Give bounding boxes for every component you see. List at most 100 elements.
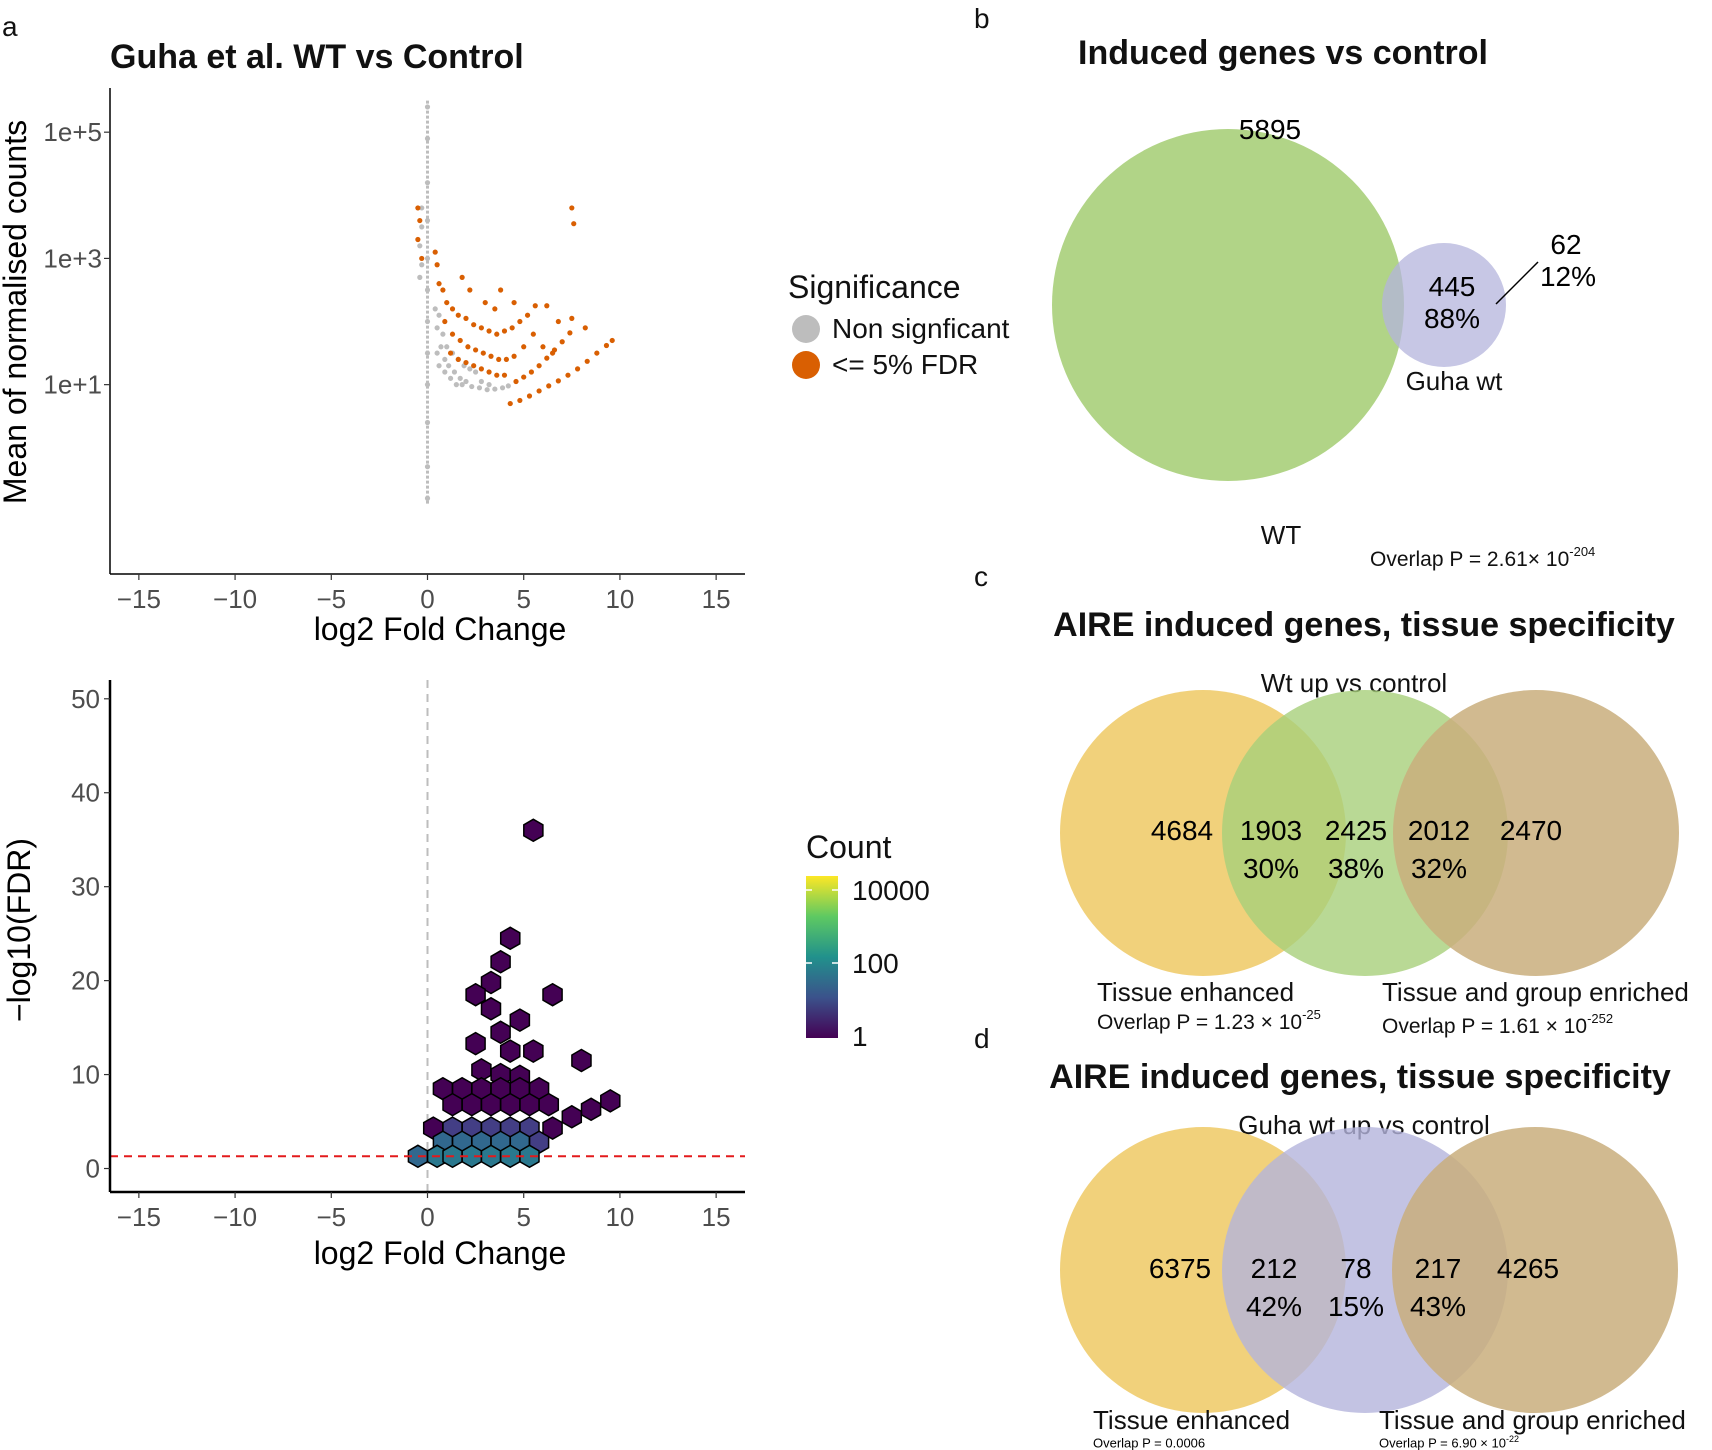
volcano-hex	[580, 1097, 602, 1122]
ma-point-fdr	[455, 356, 461, 363]
legend-label-non-significant: Non signficant	[832, 313, 1010, 344]
ma-point-fdr	[528, 369, 535, 375]
ma-point-fdr	[457, 337, 463, 344]
venn-b-wt-only: 5895	[1239, 114, 1301, 145]
ma-point-nonsig	[484, 387, 490, 393]
ma-point-nonsig	[505, 383, 511, 389]
venn-c: AIRE induced genes, tissue specificity W…	[1053, 606, 1689, 1038]
ma-point-fdr	[536, 363, 542, 369]
count-legend: Count 10000 100 1	[806, 829, 930, 1052]
ma-point-fdr	[471, 363, 477, 369]
volcano-hex	[499, 1039, 521, 1063]
ma-point-fdr	[482, 299, 488, 306]
ma-point-fdr	[467, 287, 473, 293]
ma-point-fdr	[526, 393, 533, 399]
ma-point-nonsig	[478, 378, 484, 385]
ma-point-fdr	[540, 344, 546, 350]
ma-point-fdr	[559, 339, 565, 345]
ma-point-nonsig	[424, 104, 431, 110]
count-legend-title: Count	[806, 829, 892, 865]
ma-point-nonsig	[424, 318, 431, 325]
ma-point-nonsig	[453, 382, 459, 388]
venn-d-right-overlap-pct: 43%	[1410, 1291, 1466, 1322]
ma-point-fdr	[582, 325, 588, 331]
venn-b-p-value: Overlap P = 2.61× 10-204	[1370, 544, 1595, 571]
ma-point-fdr	[546, 383, 552, 389]
ma-y-ticks: 1e+1 1e+3 1e+5	[43, 117, 110, 400]
volcano-hex	[509, 1008, 531, 1032]
venn-b-pointer-line	[1495, 261, 1539, 305]
ma-point-fdr	[436, 281, 442, 287]
ma-point-fdr	[498, 287, 504, 293]
volcano-hex	[519, 1144, 540, 1169]
panel-label-c: c	[974, 561, 988, 592]
ma-point-fdr	[471, 322, 477, 328]
ma-point-fdr	[509, 325, 515, 331]
volcano-hex	[465, 1031, 486, 1056]
volcano-hex	[499, 1092, 521, 1117]
ma-point-fdr	[511, 353, 517, 359]
volcano-hex	[538, 1092, 560, 1117]
panel-label-d: d	[974, 1023, 990, 1054]
ma-point-fdr	[511, 299, 517, 306]
volcano-x-tick-label: 10	[605, 1202, 634, 1232]
volcano-x-tick-label: 0	[420, 1202, 434, 1232]
ma-point-nonsig	[434, 350, 440, 356]
venn-b-guha-circle	[1382, 243, 1506, 367]
venn-d-right-p-exp: -22	[1505, 1434, 1519, 1444]
venn-d: AIRE induced genes, tissue specificity G…	[1049, 1058, 1686, 1435]
ma-point-nonsig	[424, 135, 431, 142]
venn-c-right-p-base: Overlap P = 1.61 × 10	[1382, 1015, 1587, 1038]
ma-point-nonsig	[473, 369, 479, 375]
venn-b-overlap-count: 445	[1429, 271, 1476, 302]
ma-point-fdr	[565, 372, 571, 378]
venn-d-left-overlap-pct: 42%	[1246, 1291, 1302, 1322]
volcano-hex	[465, 982, 486, 1007]
ma-point-fdr	[517, 318, 523, 325]
venn-c-right-only: 2470	[1500, 815, 1562, 846]
ma-point-nonsig	[459, 382, 465, 388]
ma-y-tick-label: 1e+1	[43, 370, 102, 400]
venn-c-left-p-exp: -25	[1302, 1007, 1321, 1022]
ma-point-nonsig	[424, 464, 431, 470]
ma-point-fdr	[442, 318, 448, 325]
volcano-x-axis-title: log2 Fold Change	[314, 1235, 567, 1271]
venn-b-wt-circle	[1052, 129, 1404, 481]
ma-point-fdr	[517, 397, 523, 404]
ma-point-fdr	[513, 378, 519, 385]
volcano-hex	[523, 1039, 544, 1063]
ma-x-tick-label: −15	[117, 584, 161, 614]
venn-b-wt-label: WT	[1261, 520, 1302, 550]
venn-c-title: AIRE induced genes, tissue specificity	[1053, 606, 1675, 644]
ma-y-tick-label: 1e+5	[43, 117, 102, 147]
legend-key-fdr	[792, 351, 820, 379]
volcano-x-tick-label: −15	[117, 1202, 161, 1232]
ma-point-fdr	[530, 331, 536, 337]
ma-point-nonsig	[419, 205, 425, 211]
venn-d-left-label: Tissue enhanced	[1093, 1405, 1290, 1435]
ma-x-axis-title: log2 Fold Change	[314, 611, 567, 647]
ma-point-fdr	[486, 328, 492, 334]
venn-b-p-base: Overlap P = 2.61× 10	[1370, 548, 1569, 571]
ma-point-nonsig	[424, 180, 431, 186]
ma-point-fdr	[584, 358, 590, 364]
ma-point-nonsig	[424, 495, 431, 501]
volcano-x-tick-label: 15	[702, 1202, 731, 1232]
ma-point-fdr	[567, 330, 573, 336]
venn-c-left-overlap-pct: 30%	[1243, 853, 1299, 884]
ma-point-fdr	[569, 205, 575, 211]
volcano-hex	[523, 818, 544, 843]
ma-point-nonsig	[424, 255, 431, 262]
volcano-x-tick-label: 5	[516, 1202, 530, 1232]
volcano-y-tick-label: 20	[71, 966, 100, 996]
venn-d-right-p-base: Overlap P = 6.90 × 10	[1379, 1435, 1506, 1450]
venn-d-left-p-value: Overlap P = 0.0006	[1093, 1432, 1205, 1450]
volcano-y-axis-title: −log10(FDR)	[1, 838, 37, 1022]
venn-b-overlap-pct: 88%	[1424, 303, 1480, 334]
ma-point-nonsig	[469, 383, 475, 390]
ma-point-fdr	[432, 249, 438, 255]
volcano-hex	[461, 1092, 483, 1117]
count-label-10000: 10000	[852, 875, 930, 906]
ma-point-fdr	[503, 356, 509, 363]
ma-point-fdr	[609, 337, 615, 344]
